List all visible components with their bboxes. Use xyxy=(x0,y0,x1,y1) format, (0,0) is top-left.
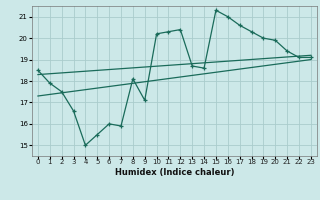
X-axis label: Humidex (Indice chaleur): Humidex (Indice chaleur) xyxy=(115,168,234,177)
